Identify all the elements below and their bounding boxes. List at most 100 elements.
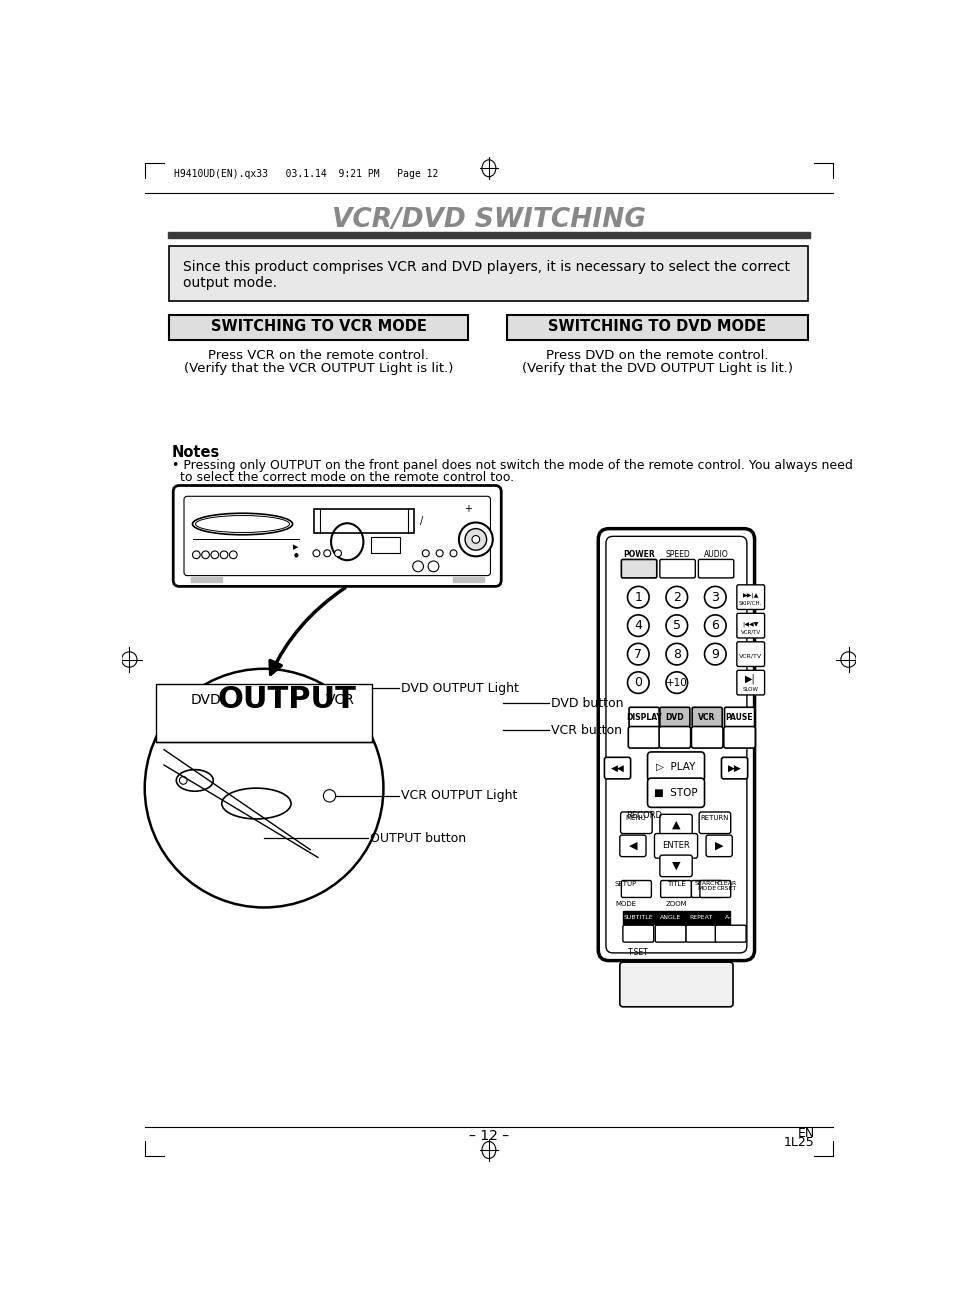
Text: • Pressing only OUTPUT on the front panel does not switch the mode of the remote: • Pressing only OUTPUT on the front pane… <box>172 458 852 471</box>
Text: OUTPUT: OUTPUT <box>217 686 356 714</box>
FancyBboxPatch shape <box>736 614 763 637</box>
Text: Notes: Notes <box>172 445 220 461</box>
FancyBboxPatch shape <box>620 880 651 897</box>
Text: 8: 8 <box>672 648 680 661</box>
Text: ANGLE: ANGLE <box>659 916 680 919</box>
Text: MODE: MODE <box>615 901 636 906</box>
Circle shape <box>627 671 648 693</box>
Text: SPEED: SPEED <box>664 550 689 559</box>
Text: Press DVD on the remote control.: Press DVD on the remote control. <box>546 349 768 362</box>
Text: ◀: ◀ <box>628 841 637 852</box>
FancyBboxPatch shape <box>314 508 414 533</box>
Text: 7: 7 <box>634 648 641 661</box>
Text: REPEAT: REPEAT <box>689 916 712 919</box>
FancyBboxPatch shape <box>655 925 685 942</box>
FancyBboxPatch shape <box>698 559 733 579</box>
Text: ▶▶|▲: ▶▶|▲ <box>741 593 759 598</box>
Circle shape <box>179 777 187 785</box>
Bar <box>622 912 729 923</box>
Text: 5: 5 <box>672 619 680 632</box>
FancyBboxPatch shape <box>620 559 656 579</box>
FancyBboxPatch shape <box>620 812 652 833</box>
Text: DVD: DVD <box>191 692 221 707</box>
FancyBboxPatch shape <box>371 537 399 552</box>
FancyBboxPatch shape <box>691 726 722 748</box>
FancyBboxPatch shape <box>715 925 745 942</box>
Text: ENTER: ENTER <box>661 841 689 850</box>
FancyBboxPatch shape <box>170 246 807 302</box>
Text: (Verify that the DVD OUTPUT Light is lit.): (Verify that the DVD OUTPUT Light is lit… <box>521 362 792 375</box>
Text: SLOW: SLOW <box>742 687 758 692</box>
FancyBboxPatch shape <box>685 925 716 942</box>
FancyBboxPatch shape <box>647 752 703 781</box>
Text: CLEAR
CRSET: CLEAR CRSET <box>716 880 737 891</box>
FancyBboxPatch shape <box>659 880 691 897</box>
Circle shape <box>665 644 687 665</box>
Text: POWER: POWER <box>622 550 655 559</box>
Text: 2: 2 <box>672 590 680 603</box>
Circle shape <box>193 551 200 559</box>
Text: SKIP/CH.: SKIP/CH. <box>739 601 761 606</box>
Text: SEARCH
MODE: SEARCH MODE <box>694 880 719 891</box>
Text: SWITCHING TO DVD MODE: SWITCHING TO DVD MODE <box>548 320 766 334</box>
FancyBboxPatch shape <box>170 315 468 340</box>
FancyBboxPatch shape <box>736 670 763 695</box>
Text: ▶: ▶ <box>714 841 722 852</box>
FancyBboxPatch shape <box>705 835 732 857</box>
Text: VCR button: VCR button <box>551 724 621 737</box>
FancyBboxPatch shape <box>619 835 645 857</box>
Circle shape <box>665 615 687 636</box>
Bar <box>453 577 483 581</box>
Text: +10: +10 <box>665 678 687 688</box>
Ellipse shape <box>221 788 291 819</box>
FancyBboxPatch shape <box>692 708 721 727</box>
Text: |◀◀▼: |◀◀▼ <box>741 622 759 627</box>
Text: +: + <box>464 504 472 513</box>
Circle shape <box>413 562 423 572</box>
Circle shape <box>703 615 725 636</box>
Circle shape <box>464 529 486 550</box>
Circle shape <box>220 551 228 559</box>
Text: 4: 4 <box>634 619 641 632</box>
Text: (Verify that the VCR OUTPUT Light is lit.): (Verify that the VCR OUTPUT Light is lit… <box>184 362 453 375</box>
FancyBboxPatch shape <box>700 880 730 897</box>
Text: 9: 9 <box>711 648 719 661</box>
Text: TITLE: TITLE <box>666 880 684 887</box>
Text: ▶▶: ▶▶ <box>727 764 740 773</box>
Circle shape <box>313 550 319 556</box>
Circle shape <box>458 522 493 556</box>
FancyBboxPatch shape <box>723 708 754 727</box>
FancyBboxPatch shape <box>659 815 692 836</box>
FancyBboxPatch shape <box>736 585 763 610</box>
Text: MENU: MENU <box>625 815 646 821</box>
Circle shape <box>450 550 456 556</box>
Ellipse shape <box>193 513 293 534</box>
Text: RETURN: RETURN <box>700 815 728 821</box>
Text: 1L25: 1L25 <box>783 1136 814 1149</box>
Text: ▶: ▶ <box>293 545 298 550</box>
Text: ▶|: ▶| <box>744 674 756 684</box>
Circle shape <box>703 586 725 607</box>
Text: SWITCHING TO VCR MODE: SWITCHING TO VCR MODE <box>211 320 426 334</box>
FancyBboxPatch shape <box>659 708 689 727</box>
FancyBboxPatch shape <box>173 486 500 586</box>
Text: OUTPUT button: OUTPUT button <box>369 832 465 845</box>
Circle shape <box>428 562 438 572</box>
Text: 6: 6 <box>711 619 719 632</box>
Text: Since this product comprises VCR and DVD players, it is necessary to select the : Since this product comprises VCR and DVD… <box>183 260 789 274</box>
FancyBboxPatch shape <box>628 708 659 727</box>
Ellipse shape <box>176 769 213 791</box>
Text: SETUP: SETUP <box>615 880 637 887</box>
Circle shape <box>627 586 648 607</box>
Text: ●: ● <box>293 552 297 558</box>
Text: ■  STOP: ■ STOP <box>654 788 697 798</box>
Text: VCR: VCR <box>698 713 715 722</box>
Ellipse shape <box>195 516 289 533</box>
Circle shape <box>335 550 341 556</box>
FancyBboxPatch shape <box>619 963 732 1007</box>
Text: VCR: VCR <box>325 692 355 707</box>
Text: H9410UD(EN).qx33   03.1.14  9:21 PM   Page 12: H9410UD(EN).qx33 03.1.14 9:21 PM Page 12 <box>173 168 438 179</box>
Text: ▲: ▲ <box>671 820 679 831</box>
Text: T-SET: T-SET <box>627 948 648 957</box>
Text: DISPLAY: DISPLAY <box>625 713 660 722</box>
